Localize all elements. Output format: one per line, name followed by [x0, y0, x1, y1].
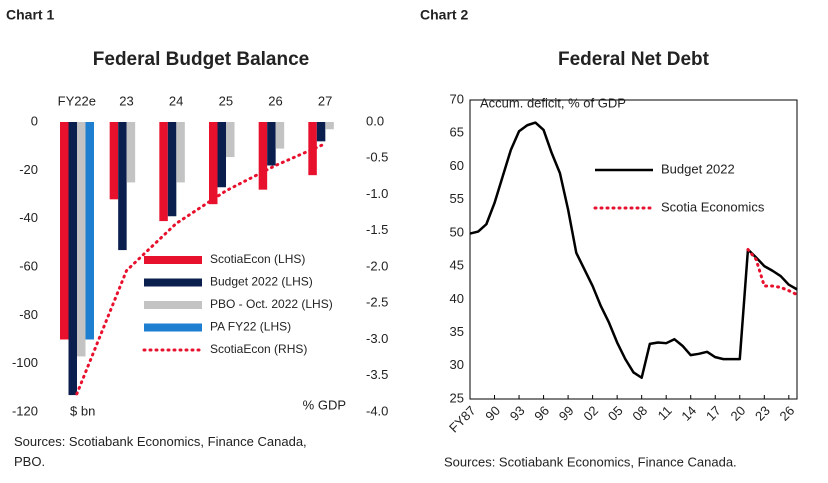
- y-tick-label: 70: [450, 91, 464, 106]
- y-tick-label: -60: [19, 258, 38, 273]
- x-tick-label: 26: [268, 93, 282, 108]
- bar: [109, 122, 119, 200]
- line: [469, 121, 798, 379]
- bar: [267, 122, 276, 166]
- y2-tick-label: -3.0: [366, 331, 388, 346]
- y-tick-label: -100: [12, 355, 38, 370]
- line: [75, 142, 327, 396]
- x-tick-label: 23: [119, 93, 133, 108]
- y-tick-label: 60: [450, 158, 464, 173]
- bar: [126, 122, 136, 183]
- x-tick-label: 14: [678, 403, 699, 424]
- y-tick-label: -80: [19, 307, 38, 322]
- x-tick-label: 20: [727, 403, 748, 424]
- source-line: PBO.: [14, 454, 45, 469]
- x-tick-label: FY22e: [58, 93, 96, 108]
- bar: [159, 122, 168, 222]
- y2-axis-label: % GDP: [303, 397, 346, 412]
- legend-label: Budget 2022: [661, 161, 735, 176]
- y-axis-label: Accum. deficit, % of GDP: [480, 95, 626, 110]
- bar: [217, 122, 226, 188]
- y-tick-label: 25: [450, 390, 464, 405]
- x-tick-label: 23: [752, 403, 773, 424]
- x-tick-label: 90: [482, 403, 503, 424]
- bar: [60, 122, 69, 340]
- y-tick-label: -20: [19, 162, 38, 177]
- panel-label: Chart 1: [6, 7, 54, 23]
- y2-tick-label: -2.5: [366, 295, 388, 310]
- x-tick-label: 08: [629, 403, 650, 424]
- legend-label: ScotiaEcon (RHS): [210, 342, 307, 356]
- bar: [275, 122, 285, 149]
- x-tick-label: 11: [655, 403, 675, 423]
- x-tick-label: 96: [531, 403, 552, 424]
- bar: [176, 122, 185, 183]
- legend-swatch: [144, 256, 202, 264]
- bar: [118, 122, 127, 251]
- chart-title: Federal Budget Balance: [93, 49, 309, 70]
- legend-swatch: [144, 301, 202, 309]
- legend-label: Budget 2022 (LHS): [210, 275, 313, 289]
- x-tick-label: 24: [169, 93, 183, 108]
- y-tick-label: 35: [450, 324, 464, 339]
- y2-tick-label: -3.5: [366, 367, 388, 382]
- legend-label: Scotia Economics: [661, 199, 765, 214]
- x-tick-label: 25: [219, 93, 233, 108]
- legend-label: PA FY22 (LHS): [210, 320, 291, 334]
- legend-swatch: [144, 323, 202, 332]
- bar: [258, 122, 268, 190]
- chart-title: Federal Net Debt: [558, 49, 710, 70]
- y-tick-label: 55: [450, 191, 464, 206]
- bar: [209, 122, 218, 205]
- x-tick-label: 17: [703, 403, 724, 424]
- line: [746, 248, 799, 297]
- bar: [316, 122, 326, 142]
- legend-label: ScotiaEcon (LHS): [210, 252, 305, 266]
- source: Sources: Scotiabank Economics, Finance C…: [14, 434, 307, 469]
- x-tick-label: 02: [580, 403, 601, 424]
- source-line: Sources: Scotiabank Economics, Finance C…: [14, 434, 307, 449]
- x-tick-label: 26: [777, 403, 798, 424]
- y2-tick-label: -2.0: [366, 258, 388, 273]
- bar: [167, 122, 177, 217]
- bar: [325, 122, 334, 130]
- y2-tick-label: -1.5: [366, 222, 388, 237]
- y2-tick-label: -0.5: [366, 150, 388, 165]
- y-tick-label: 0: [31, 113, 38, 128]
- y-tick-label: 30: [450, 357, 464, 372]
- y-tick-label: 45: [450, 258, 464, 273]
- x-tick-label: 99: [556, 403, 577, 424]
- y-tick-label: 65: [450, 125, 464, 140]
- x-tick-label: 27: [318, 93, 332, 108]
- y-axis-label: $ bn: [70, 403, 95, 418]
- source: Sources: Scotiabank Economics, Finance C…: [444, 454, 737, 469]
- bar: [85, 122, 94, 340]
- bar: [77, 122, 86, 357]
- y-tick-label: -120: [12, 403, 38, 418]
- legend-label: PBO - Oct. 2022 (LHS): [210, 297, 333, 311]
- y2-tick-label: 0.0: [366, 113, 384, 128]
- panel-label: Chart 2: [420, 7, 468, 23]
- legend-swatch: [144, 278, 202, 287]
- y-tick-label: -40: [19, 210, 38, 225]
- y2-tick-label: -4.0: [366, 403, 388, 418]
- plot-frame: [469, 99, 798, 400]
- y2-tick-label: -1.0: [366, 186, 388, 201]
- bar: [308, 122, 317, 176]
- y-tick-label: 50: [450, 224, 464, 239]
- x-tick-label: FY87: [446, 403, 479, 436]
- y-tick-label: 40: [450, 291, 464, 306]
- bar: [68, 122, 77, 396]
- bar: [226, 122, 235, 158]
- x-tick-label: 05: [605, 403, 626, 424]
- x-tick-label: 93: [507, 403, 528, 424]
